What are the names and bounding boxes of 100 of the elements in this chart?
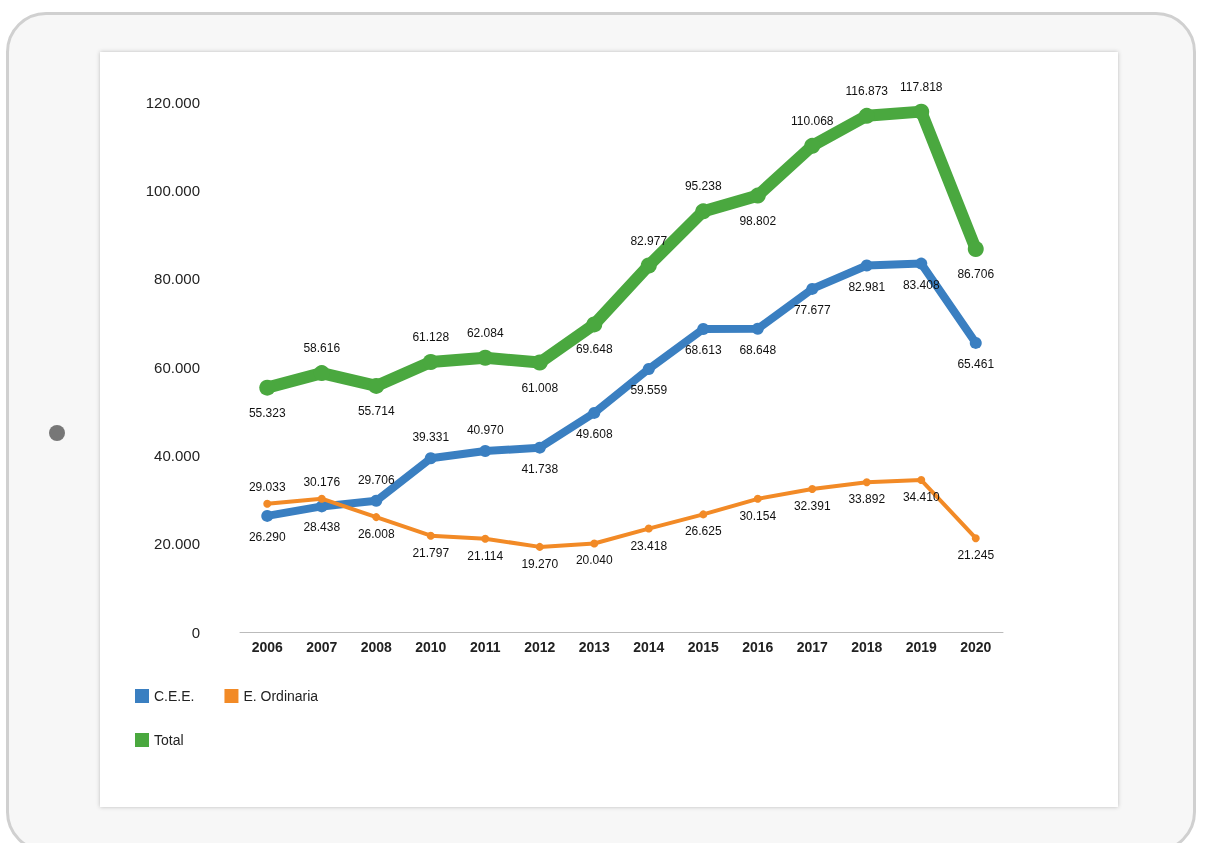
data-label: 32.391 [793, 498, 831, 513]
x-tick-label: 2016 [742, 639, 774, 655]
data-label: 61.128 [412, 330, 450, 345]
point [917, 476, 926, 485]
data-label: 59.559 [630, 382, 668, 397]
point [481, 534, 490, 543]
data-label: 21.114 [467, 548, 504, 563]
data-label: 98.802 [739, 213, 777, 228]
point [590, 539, 599, 548]
data-label: 65.461 [957, 356, 995, 371]
data-label: 69.648 [575, 342, 613, 357]
y-tick-label: 60.000 [154, 358, 200, 376]
point [753, 494, 762, 503]
point [695, 203, 712, 220]
point [913, 103, 930, 120]
point [749, 187, 766, 204]
point [261, 509, 274, 522]
data-label: 68.648 [739, 342, 777, 357]
data-label: 58.616 [303, 341, 341, 356]
x-tick-label: 2011 [470, 639, 501, 655]
data-label: 77.677 [793, 302, 831, 317]
data-label: 23.418 [630, 538, 668, 553]
legend-label: C.E.E. [154, 688, 195, 704]
legend-label: Total [154, 732, 184, 748]
x-tick-label: 2015 [687, 639, 720, 655]
point [372, 513, 381, 522]
data-label: 82.981 [848, 279, 886, 294]
data-label: 26.290 [248, 529, 286, 544]
data-label: 28.438 [303, 520, 341, 535]
point [479, 445, 492, 458]
data-label: 40.970 [466, 423, 504, 438]
point [699, 510, 708, 519]
data-label: 26.008 [357, 527, 395, 542]
data-label: 21.245 [957, 548, 995, 563]
point [535, 542, 544, 551]
data-label: 61.008 [521, 380, 559, 395]
point [477, 349, 494, 366]
data-label: 30.176 [303, 474, 341, 489]
data-label: 26.625 [684, 524, 722, 539]
data-label: 55.323 [248, 405, 286, 420]
point [967, 241, 984, 258]
x-tick-label: 2010 [415, 639, 447, 655]
point [808, 484, 817, 493]
data-label: 29.033 [248, 479, 286, 494]
data-label: 68.613 [684, 342, 722, 357]
x-tick-label: 2020 [960, 639, 992, 655]
data-label: 39.331 [412, 430, 450, 445]
point [426, 531, 435, 540]
data-label: 19.270 [521, 556, 559, 571]
data-label: 95.238 [684, 179, 722, 194]
legend-label: E. Ordinaria [243, 688, 319, 704]
point [860, 259, 873, 272]
y-tick-label: 40.000 [154, 446, 200, 464]
point [370, 494, 383, 507]
x-tick-label: 2017 [796, 639, 829, 655]
x-tick-label: 2014 [633, 639, 665, 655]
point [368, 377, 385, 394]
y-tick-label: 120.000 [145, 93, 200, 111]
y-tick-label: 100.000 [145, 181, 200, 199]
data-label: 33.892 [848, 492, 886, 507]
point [858, 107, 875, 124]
data-label: 41.738 [521, 461, 559, 476]
x-tick-label: 2018 [851, 639, 883, 655]
data-label: 21.797 [412, 545, 450, 560]
data-label: 86.706 [957, 267, 995, 282]
data-label: 30.154 [739, 508, 777, 523]
point [644, 524, 653, 533]
x-tick-label: 2007 [306, 639, 338, 655]
x-tick-label: 2013 [578, 639, 611, 655]
point [862, 478, 871, 487]
point [263, 499, 272, 508]
x-tick-label: 2008 [360, 639, 393, 655]
data-label: 20.040 [575, 553, 613, 568]
data-label: 49.608 [575, 426, 613, 441]
y-tick-label: 20.000 [154, 535, 200, 553]
data-label: 110.068 [791, 113, 834, 128]
point [586, 316, 603, 333]
data-label: 55.714 [357, 403, 395, 418]
point [317, 494, 326, 503]
x-tick-label: 2019 [905, 639, 938, 655]
data-label: 117.818 [900, 79, 943, 94]
point [259, 379, 276, 396]
x-tick-label: 2012 [524, 639, 556, 655]
point [642, 362, 655, 375]
data-label: 29.706 [357, 472, 395, 487]
point [971, 534, 980, 543]
point [424, 452, 437, 465]
y-tick-label: 0 [191, 623, 200, 641]
data-label: 116.873 [845, 83, 889, 98]
point [640, 257, 657, 274]
point [806, 282, 819, 295]
x-tick-label: 2006 [251, 639, 284, 655]
point [915, 257, 928, 270]
point [313, 365, 330, 382]
point [969, 336, 982, 349]
point [422, 354, 439, 371]
data-label: 62.084 [466, 325, 504, 340]
point [804, 137, 821, 154]
data-label: 82.977 [630, 233, 668, 248]
point [588, 406, 601, 419]
